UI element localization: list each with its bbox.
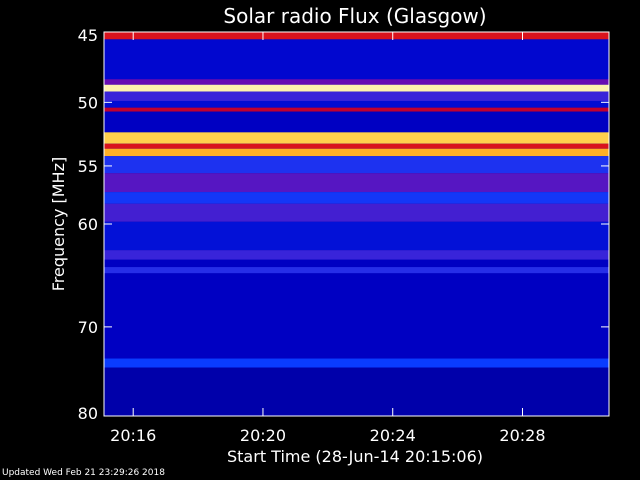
- frequency-band-0: [104, 32, 609, 40]
- y-tick-label: 80: [78, 404, 98, 423]
- frequency-band-17: [104, 259, 609, 268]
- frequency-band-19: [104, 273, 609, 359]
- frequency-band-12: [104, 173, 609, 193]
- x-tick-label: 20:24: [370, 426, 416, 445]
- x-tick-label: 20:16: [110, 426, 156, 445]
- x-tick-label: 20:20: [240, 426, 286, 445]
- frequency-band-11: [104, 156, 609, 174]
- frequency-band-2: [104, 79, 609, 85]
- frequency-band-9: [104, 143, 609, 149]
- y-tick-label: 50: [78, 93, 98, 112]
- chart-title: Solar radio Flux (Glasgow): [223, 4, 486, 28]
- y-tick-label: 70: [78, 318, 98, 337]
- updated-timestamp: Updated Wed Feb 21 23:29:26 2018: [2, 468, 165, 478]
- y-tick-label: 55: [78, 157, 98, 176]
- frequency-band-10: [104, 148, 609, 157]
- frequency-band-15: [104, 221, 609, 251]
- frequency-band-8: [104, 132, 609, 144]
- frequency-band-21: [104, 367, 609, 416]
- frequency-band-4: [104, 91, 609, 101]
- y-tick-label: 45: [78, 26, 98, 45]
- frequency-band-3: [104, 84, 609, 92]
- frequency-band-16: [104, 250, 609, 260]
- y-axis-label: Frequency [MHz]: [49, 157, 68, 291]
- frequency-band-5: [104, 100, 609, 108]
- frequency-band-7: [104, 111, 609, 133]
- plot-area: [103, 31, 610, 417]
- frequency-band-14: [104, 203, 609, 222]
- frequency-band-13: [104, 192, 609, 204]
- frequency-band-1: [104, 39, 609, 80]
- x-axis-label: Start Time (28-Jun-14 20:15:06): [227, 447, 483, 466]
- frequency-band-18: [104, 267, 609, 274]
- y-tick-label: 60: [78, 215, 98, 234]
- x-tick-label: 20:28: [499, 426, 545, 445]
- frequency-band-6: [104, 107, 609, 112]
- frequency-band-20: [104, 358, 609, 368]
- y-axis: 45 50 55 60 70 80: [78, 26, 609, 423]
- x-axis: 20:16 20:20 20:24 20:28: [110, 32, 546, 445]
